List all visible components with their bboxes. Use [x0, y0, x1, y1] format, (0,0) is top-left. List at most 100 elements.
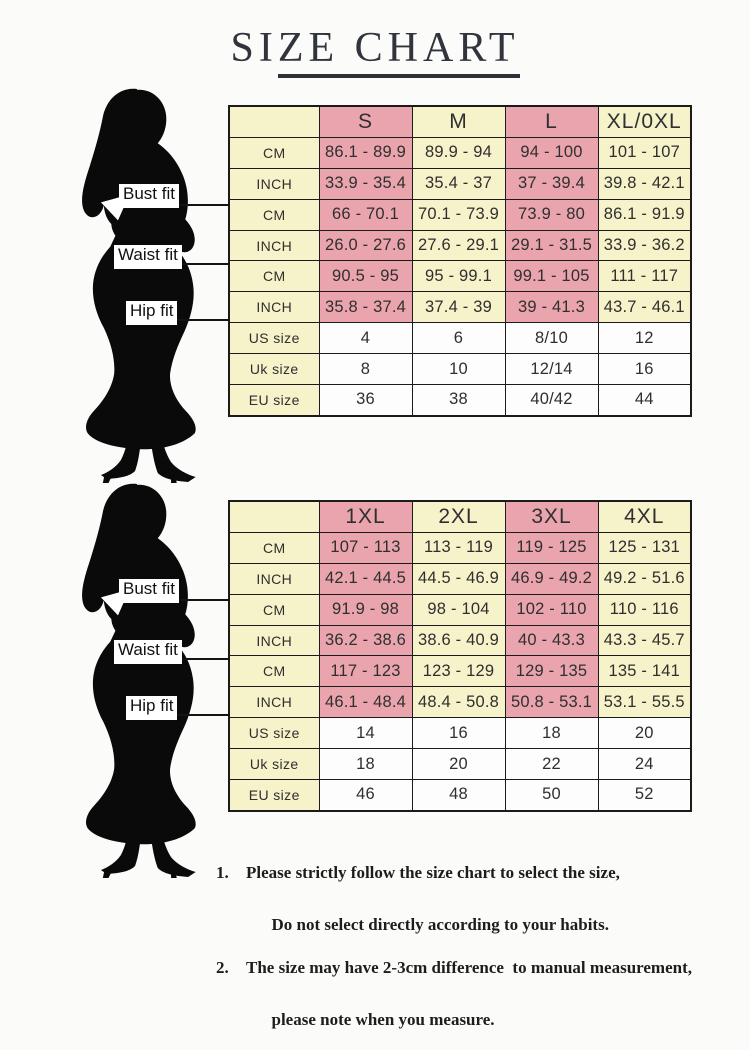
size-value-cell: 35.4 - 37: [411, 167, 506, 200]
size-value-cell: 44.5 - 46.9: [411, 562, 506, 595]
size-value-cell: 33.9 - 35.4: [318, 167, 413, 200]
size-value-cell: 16: [597, 353, 692, 386]
size-value-cell: 113 - 119: [411, 531, 506, 564]
size-value-cell: 29.1 - 31.5: [504, 229, 599, 262]
size-column-header: M: [411, 105, 506, 138]
size-table-row: EU size 36 38 40/42 44: [228, 384, 692, 417]
size-table-row: EU size 46 48 50 52: [228, 779, 692, 812]
waist-fit-pointer-line: [170, 263, 230, 265]
size-table-row: INCH 35.8 - 37.4 37.4 - 39 39 - 41.3 43.7 - …: [228, 291, 692, 324]
waist-fit-label: Waist fit: [114, 245, 182, 269]
size-value-cell: 12: [597, 322, 692, 355]
size-value-cell: 24: [597, 748, 692, 781]
size-table-row: INCH 46.1 - 48.4 48.4 - 50.8 50.8 - 53.1 53.…: [228, 686, 692, 719]
size-value-cell: 14: [318, 717, 413, 750]
size-value-cell: 42.1 - 44.5: [318, 562, 413, 595]
row-label: INCH: [228, 291, 320, 324]
size-value-cell: 129 - 135: [504, 655, 599, 688]
size-value-cell: 99.1 - 105: [504, 260, 599, 293]
size-value-cell: 33.9 - 36.2: [597, 229, 692, 262]
size-column-header: L: [504, 105, 599, 138]
row-label: CM: [228, 655, 320, 688]
size-value-cell: 117 - 123: [318, 655, 413, 688]
size-value-cell: 46: [318, 779, 413, 812]
size-value-cell: 8: [318, 353, 413, 386]
row-label: CM: [228, 593, 320, 626]
size-table-row: CM 86.1 - 89.9 89.9 - 94 94 - 100 101 - 107: [228, 136, 692, 169]
size-value-cell: 27.6 - 29.1: [411, 229, 506, 262]
size-value-cell: 98 - 104: [411, 593, 506, 626]
note-line: The size may have 2-3cm difference to ma…: [246, 958, 693, 977]
row-label: US size: [228, 717, 320, 750]
hip-fit-label: Hip fit: [126, 696, 178, 720]
size-value-cell: 18: [318, 748, 413, 781]
hip-fit-label: Hip fit: [126, 301, 178, 325]
size-value-cell: 89.9 - 94: [411, 136, 506, 169]
row-label: CM: [228, 531, 320, 564]
size-value-cell: 70.1 - 73.9: [411, 198, 506, 231]
row-label: CM: [228, 260, 320, 293]
size-value-cell: 135 - 141: [597, 655, 692, 688]
size-value-cell: 125 - 131: [597, 531, 692, 564]
note-line: Do not select directly according to your…: [271, 915, 609, 934]
woman-silhouette-graphic: [46, 85, 226, 483]
row-label: INCH: [228, 624, 320, 657]
size-value-cell: 50.8 - 53.1: [504, 686, 599, 719]
size-value-cell: 86.1 - 89.9: [318, 136, 413, 169]
size-table-regular: S M L XL/0XL CM 86.1 - 89.9 89.9 - 94 94 - 100…: [228, 105, 692, 417]
bust-fit-pointer-line: [168, 204, 230, 206]
row-label: INCH: [228, 229, 320, 262]
size-value-cell: 90.5 - 95: [318, 260, 413, 293]
page-title: SIZE CHART: [230, 25, 520, 71]
row-label: CM: [228, 136, 320, 169]
hip-fit-pointer-line: [166, 714, 230, 716]
size-value-cell: 4: [318, 322, 413, 355]
size-value-cell: 119 - 125: [504, 531, 599, 564]
bust-fit-label: Bust fit: [119, 579, 179, 603]
size-table-row: CM 117 - 123 123 - 129 129 - 135 135 - 141: [228, 655, 692, 688]
size-value-cell: 107 - 113: [318, 531, 413, 564]
size-value-cell: 44: [597, 384, 692, 417]
size-value-cell: 49.2 - 51.6: [597, 562, 692, 595]
size-value-cell: 101 - 107: [597, 136, 692, 169]
size-value-cell: 37 - 39.4: [504, 167, 599, 200]
size-table-row: INCH 42.1 - 44.5 44.5 - 46.9 46.9 - 49.2 49.…: [228, 562, 692, 595]
size-table-row: US size 14 16 18 20: [228, 717, 692, 750]
note-number: 1.: [216, 863, 229, 882]
size-table-row: CM 90.5 - 95 95 - 99.1 99.1 - 105 111 - 117: [228, 260, 692, 293]
size-value-cell: 111 - 117: [597, 260, 692, 293]
size-table-row: US size 4 6 8/10 12: [228, 322, 692, 355]
size-value-cell: 43.7 - 46.1: [597, 291, 692, 324]
size-column-header: 2XL: [411, 500, 506, 533]
size-value-cell: 53.1 - 55.5: [597, 686, 692, 719]
size-value-cell: 36: [318, 384, 413, 417]
size-value-cell: 22: [504, 748, 599, 781]
size-value-cell: 73.9 - 80: [504, 198, 599, 231]
size-value-cell: 10: [411, 353, 506, 386]
size-section-plus: Bust fit Waist fit Hip fit 1XL 2XL 3XL 4XL …: [0, 480, 750, 880]
size-table-row: CM 107 - 113 113 - 119 119 - 125 125 - 131: [228, 531, 692, 564]
size-value-cell: 38.6 - 40.9: [411, 624, 506, 657]
size-column-header: 1XL: [318, 500, 413, 533]
size-value-cell: 102 - 110: [504, 593, 599, 626]
waist-fit-pointer-line: [170, 658, 230, 660]
size-value-cell: 8/10: [504, 322, 599, 355]
size-value-cell: 66 - 70.1: [318, 198, 413, 231]
size-table-row: INCH 36.2 - 38.6 38.6 - 40.9 40 - 43.3 43.3 …: [228, 624, 692, 657]
size-value-cell: 18: [504, 717, 599, 750]
size-value-cell: 20: [411, 748, 506, 781]
size-value-cell: 48: [411, 779, 506, 812]
size-value-cell: 36.2 - 38.6: [318, 624, 413, 657]
size-value-cell: 35.8 - 37.4: [318, 291, 413, 324]
size-value-cell: 52: [597, 779, 692, 812]
size-value-cell: 26.0 - 27.6: [318, 229, 413, 262]
bust-fit-label: Bust fit: [119, 184, 179, 208]
size-table-row: INCH 26.0 - 27.6 27.6 - 29.1 29.1 - 31.5 33.…: [228, 229, 692, 262]
size-value-cell: 40/42: [504, 384, 599, 417]
size-value-cell: 48.4 - 50.8: [411, 686, 506, 719]
waist-fit-label: Waist fit: [114, 640, 182, 664]
note-text: The size may have 2-3cm difference to ma…: [246, 955, 692, 1033]
row-label: EU size: [228, 384, 320, 417]
size-value-cell: 43.3 - 45.7: [597, 624, 692, 657]
size-value-cell: 12/14: [504, 353, 599, 386]
